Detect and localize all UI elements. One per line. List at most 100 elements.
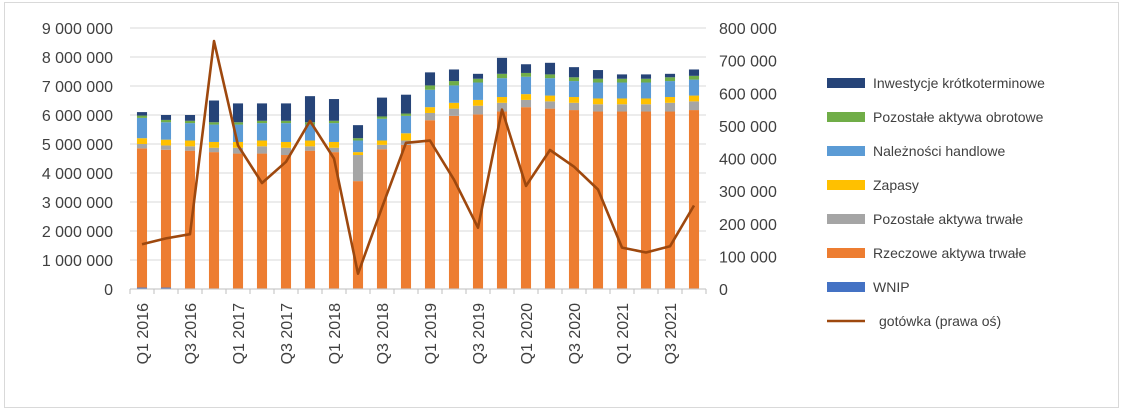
bar-segment: [376, 140, 388, 145]
bar-segment: [232, 103, 244, 123]
bar-segment: [376, 149, 388, 289]
bar-segment: [568, 81, 580, 98]
x-tick-label: Q1 2020: [519, 303, 536, 364]
gridlines: [130, 27, 706, 290]
legend-item: Rzeczowe aktywa trwałe: [827, 245, 1026, 261]
bar-segment: [664, 77, 676, 82]
bar-segment: [136, 148, 148, 288]
y-tick-label-right: 600 000: [719, 86, 777, 103]
x-tick-label: Q3 2016: [183, 303, 200, 364]
bar-segment: [256, 103, 268, 121]
x-tick-label: Q1 2021: [615, 303, 632, 364]
bar-segment: [160, 287, 172, 289]
legend-label: Pozostałe aktywa obrotowe: [873, 109, 1044, 125]
line-gotowka: [141, 39, 696, 276]
bar-segment: [160, 115, 172, 120]
bar-segment: [232, 124, 244, 142]
bar-segment: [616, 111, 628, 289]
bar-segment: [472, 99, 484, 106]
bar-segment: [472, 82, 484, 100]
bar-segment: [328, 152, 340, 289]
bar-segment: [472, 105, 484, 115]
y-axis-left-labels: 0 1 000 000 2 000 000 3 000 000 4 000 000 5 0…: [42, 21, 113, 299]
y-tick-label-left: 1 000 000: [42, 253, 113, 270]
y-tick-label-left: 4 000 000: [42, 166, 113, 183]
bar-segment: [640, 78, 652, 83]
series-rzeczowe-aktywa-trwa-e: [136, 107, 700, 289]
bar-segment: [424, 107, 436, 113]
bar-segment: [280, 120, 292, 124]
bar-segment: [160, 149, 172, 288]
legend-swatch: [827, 282, 865, 292]
bar-segment: [592, 98, 604, 105]
bar-segment: [376, 116, 388, 119]
bar-segment: [160, 122, 172, 140]
y-tick-label-left: 6 000 000: [42, 108, 113, 125]
x-tick-label: Q3 2019: [471, 303, 488, 364]
bar-segment: [232, 122, 244, 125]
legend-item: Należności handlowe: [827, 143, 1006, 159]
bar-segment: [232, 153, 244, 289]
legend-swatch: [827, 112, 865, 122]
bar-segment: [520, 99, 532, 108]
bar-segment: [544, 62, 556, 75]
bar-segment: [640, 104, 652, 112]
bar-segment: [136, 117, 148, 139]
bar-segment: [352, 181, 364, 289]
bar-segment: [688, 95, 700, 102]
bar-segment: [568, 110, 580, 289]
bar-segment: [544, 78, 556, 96]
bar-segment: [616, 98, 628, 105]
bar-segment: [184, 140, 196, 147]
bar-segment: [424, 112, 436, 121]
bar-segment: [136, 287, 148, 289]
bar-segment: [448, 69, 460, 82]
x-tick-label: Q1 2016: [135, 303, 152, 364]
bar-segment: [472, 78, 484, 83]
bar-segment: [376, 97, 388, 117]
bar-segment: [184, 146, 196, 151]
legend-label: gotówka (prawa oś): [879, 313, 1001, 329]
bar-segment: [544, 108, 556, 289]
legend-label: WNIP: [873, 279, 910, 295]
x-tick-label: Q3 2020: [567, 303, 584, 364]
y-axis-right-labels: 0 100 000 200 000 300 000 400 000 500 000 600 …: [719, 21, 777, 299]
legend-swatch: [827, 180, 865, 190]
bar-segment: [208, 152, 220, 289]
legend-label: Inwestycje krótkoterminowe: [873, 75, 1045, 91]
legend-swatch: [827, 214, 865, 224]
bar-segment: [208, 141, 220, 148]
bar-segment: [688, 101, 700, 111]
bar-segment: [496, 97, 508, 103]
bar-segment: [328, 120, 340, 124]
bar-segment: [160, 139, 172, 146]
bar-segment: [352, 140, 364, 153]
series-inwestycje-kr-tkoterminowe: [136, 57, 700, 139]
legend-item: WNIP: [827, 279, 910, 295]
bar-segment: [328, 147, 340, 153]
stacked-bar-line-chart: 0 1 000 000 2 000 000 3 000 000 4 000 000 5 0…: [42, 21, 1045, 364]
bar-segment: [400, 94, 412, 114]
bar-segment: [592, 104, 604, 112]
bar-segment: [448, 102, 460, 109]
bar-segment: [520, 107, 532, 289]
legend-swatch: [827, 78, 865, 88]
legend-item: gotówka (prawa oś): [827, 313, 1001, 329]
bar-segment: [424, 85, 436, 90]
bar-segment: [256, 120, 268, 124]
bar-segment: [136, 112, 148, 116]
x-axis-labels: Q1 2016 Q3 2016 Q1 2017 Q3 2017 Q1 2018 Q3 20…: [135, 303, 680, 364]
legend-item: Zapasy: [827, 177, 919, 193]
y-tick-label-right: 100 000: [719, 249, 777, 266]
y-tick-label-right: 300 000: [719, 184, 777, 201]
bar-segment: [304, 124, 316, 141]
bar-segment: [352, 138, 364, 141]
bar-segment: [544, 74, 556, 79]
bar-segment: [592, 111, 604, 289]
bar-segment: [280, 147, 292, 156]
bars: [136, 57, 700, 289]
cash-line: [141, 39, 696, 276]
bar-segment: [592, 70, 604, 79]
series-zapasy: [136, 94, 700, 156]
bar-segment: [136, 144, 148, 149]
